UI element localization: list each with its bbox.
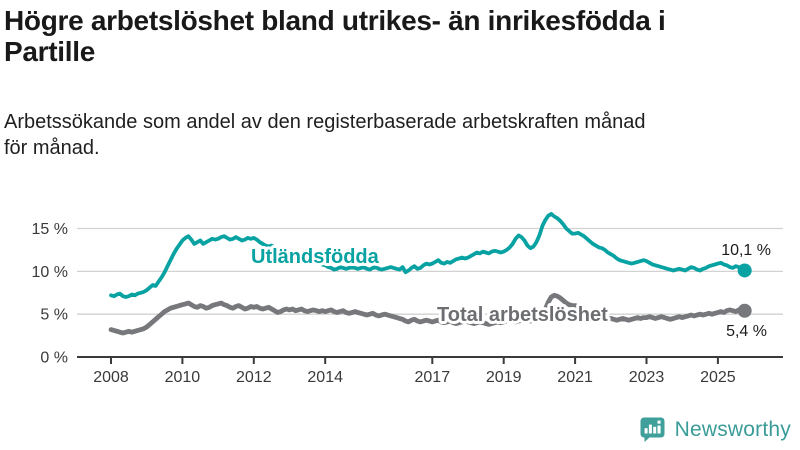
end-dot-utlandsfodda [737, 263, 752, 278]
end-value-label-total: 5,4 % [726, 323, 767, 340]
x-tick-label: 2021 [557, 369, 593, 386]
subtitle-line-1: Arbetssökande som andel av den registerb… [4, 111, 646, 133]
series-label-utlandsfodda: Utländsfödda [251, 246, 380, 268]
series-line-total [108, 292, 748, 336]
end-value-label-utlandsfodda: 10,1 % [721, 242, 771, 259]
x-tick-label: 2012 [236, 369, 272, 386]
x-tick-label: 2008 [93, 369, 129, 386]
title-line-1: Högre arbetslöshet bland utrikes- än inr… [4, 5, 666, 36]
x-tick-label: 2019 [486, 369, 522, 386]
subtitle-line-2: för månad. [4, 137, 100, 159]
series-line-utlandsfodda [109, 211, 747, 299]
chart-svg: 15 % 10 % 5 % 0 % 2008 2010 2012 2014 2017 2019 20… [32, 211, 783, 386]
newsworthy-logo-text: Newsworthy [674, 417, 791, 441]
title-line-2: Partille [4, 36, 95, 68]
y-tick-label: 0 % [40, 350, 68, 367]
y-tick-label: 10 % [32, 264, 68, 281]
series-label-total: Total arbetslöshet [437, 304, 608, 326]
unemployment-line-chart: 15 % 10 % 5 % 0 % 2008 2010 2012 2014 2017 2019 20… [0, 185, 800, 405]
end-dot-total [737, 303, 752, 318]
y-tick-label: 5 % [40, 307, 68, 324]
x-tick-label: 2014 [307, 369, 343, 386]
x-tick-label: 2017 [415, 369, 451, 386]
x-tick-label: 2010 [165, 369, 201, 386]
x-tick-label: 2025 [700, 369, 736, 386]
x-tick-label: 2023 [629, 369, 665, 386]
newsworthy-logo: Newsworthy [639, 416, 791, 443]
y-tick-label: 15 % [32, 221, 68, 238]
newsworthy-logo-icon [639, 416, 666, 443]
page-title: Högre arbetslöshet bland utrikes- än inr… [4, 5, 796, 68]
chart-subtitle: Arbetssökande som andel av den registerb… [4, 109, 724, 161]
